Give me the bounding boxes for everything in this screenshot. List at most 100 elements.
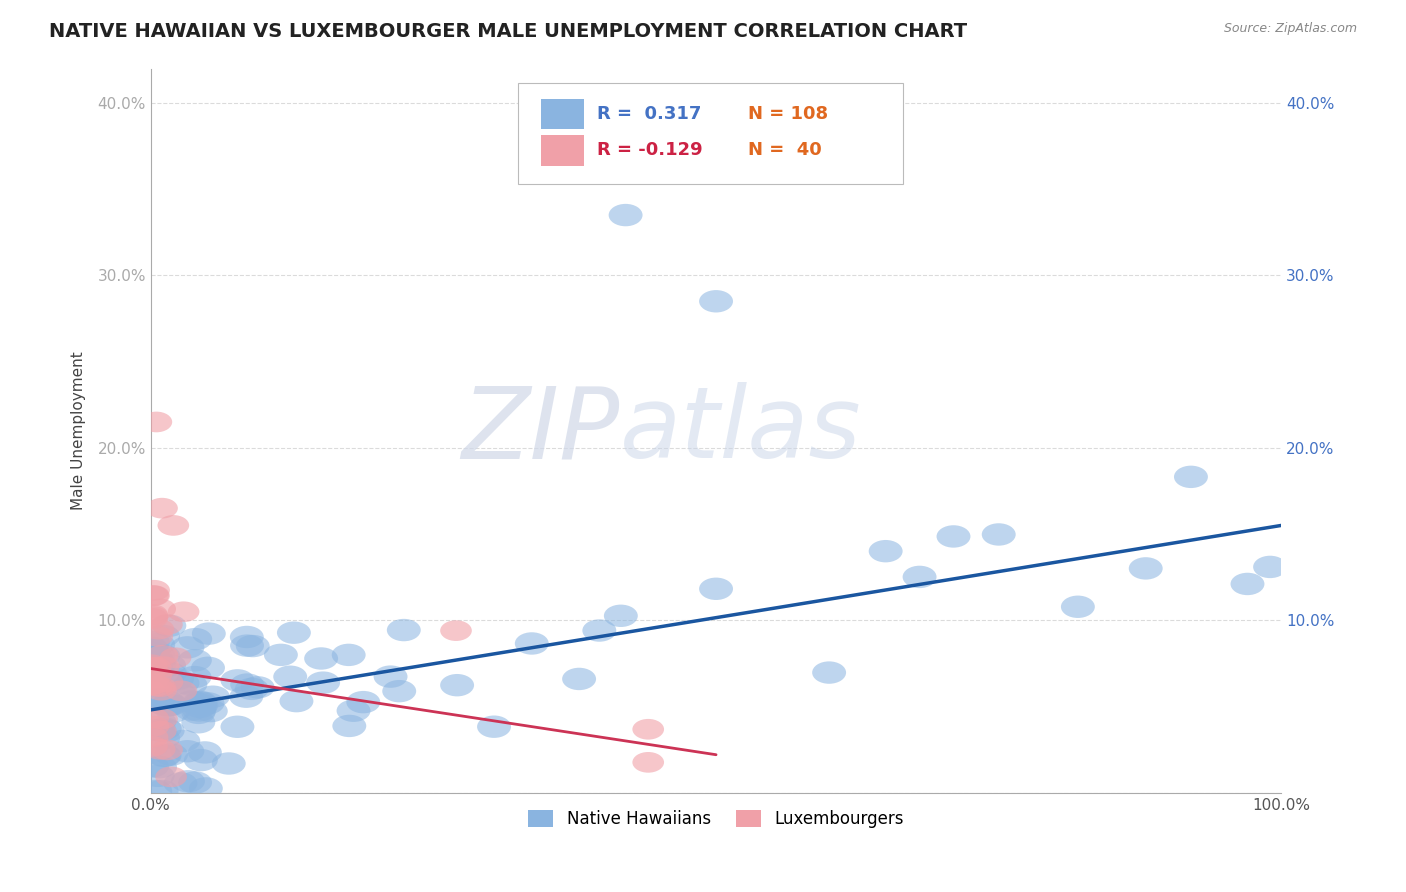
Ellipse shape: [136, 727, 169, 747]
Ellipse shape: [440, 620, 472, 641]
Ellipse shape: [221, 669, 254, 691]
Ellipse shape: [172, 770, 205, 792]
Ellipse shape: [152, 654, 186, 676]
Ellipse shape: [145, 780, 179, 802]
Ellipse shape: [231, 634, 264, 657]
Ellipse shape: [179, 772, 212, 794]
Ellipse shape: [236, 635, 270, 657]
Ellipse shape: [188, 741, 222, 764]
Ellipse shape: [143, 739, 176, 760]
Ellipse shape: [181, 711, 215, 733]
Ellipse shape: [307, 672, 340, 694]
Ellipse shape: [699, 290, 733, 312]
Ellipse shape: [387, 619, 420, 641]
Ellipse shape: [152, 672, 183, 692]
Ellipse shape: [150, 694, 184, 716]
Ellipse shape: [145, 599, 176, 619]
Ellipse shape: [146, 708, 177, 730]
Ellipse shape: [280, 690, 314, 713]
Ellipse shape: [191, 657, 225, 679]
Ellipse shape: [141, 633, 176, 656]
Text: atlas: atlas: [620, 382, 862, 479]
Ellipse shape: [183, 691, 217, 714]
Ellipse shape: [146, 624, 180, 648]
FancyBboxPatch shape: [519, 83, 903, 185]
Ellipse shape: [146, 498, 177, 518]
Ellipse shape: [183, 690, 217, 713]
Ellipse shape: [136, 652, 172, 674]
Ellipse shape: [346, 691, 380, 714]
Ellipse shape: [138, 673, 170, 694]
Ellipse shape: [188, 777, 222, 799]
Ellipse shape: [136, 657, 167, 678]
Ellipse shape: [582, 619, 616, 641]
Ellipse shape: [139, 659, 173, 681]
Ellipse shape: [170, 740, 204, 763]
Ellipse shape: [134, 637, 169, 659]
Ellipse shape: [869, 540, 903, 562]
Ellipse shape: [633, 752, 664, 772]
Ellipse shape: [148, 693, 181, 715]
FancyBboxPatch shape: [541, 136, 583, 166]
Ellipse shape: [148, 688, 181, 711]
Ellipse shape: [195, 685, 229, 708]
Ellipse shape: [152, 739, 183, 760]
Ellipse shape: [440, 674, 474, 697]
Ellipse shape: [477, 715, 510, 738]
Text: N = 108: N = 108: [748, 105, 828, 123]
Text: NATIVE HAWAIIAN VS LUXEMBOURGER MALE UNEMPLOYMENT CORRELATION CHART: NATIVE HAWAIIAN VS LUXEMBOURGER MALE UNE…: [49, 22, 967, 41]
Ellipse shape: [148, 657, 180, 677]
Ellipse shape: [156, 700, 190, 723]
Text: R = -0.129: R = -0.129: [598, 141, 703, 160]
Ellipse shape: [143, 756, 177, 779]
Text: R =  0.317: R = 0.317: [598, 105, 702, 123]
Ellipse shape: [160, 668, 194, 690]
FancyBboxPatch shape: [541, 99, 583, 129]
Ellipse shape: [136, 655, 167, 675]
Ellipse shape: [382, 680, 416, 702]
Ellipse shape: [813, 661, 846, 684]
Ellipse shape: [264, 644, 298, 666]
Ellipse shape: [152, 691, 186, 714]
Ellipse shape: [1174, 466, 1208, 488]
Ellipse shape: [153, 662, 187, 684]
Ellipse shape: [374, 665, 408, 688]
Ellipse shape: [277, 622, 311, 644]
Ellipse shape: [139, 644, 173, 667]
Ellipse shape: [194, 700, 228, 723]
Ellipse shape: [146, 727, 180, 749]
Ellipse shape: [160, 648, 191, 668]
Ellipse shape: [183, 696, 217, 718]
Ellipse shape: [138, 716, 169, 737]
Ellipse shape: [148, 745, 181, 767]
Ellipse shape: [146, 745, 180, 767]
Ellipse shape: [179, 628, 212, 650]
Ellipse shape: [609, 204, 643, 227]
Ellipse shape: [141, 764, 174, 787]
Ellipse shape: [142, 619, 174, 640]
Ellipse shape: [605, 605, 638, 627]
Ellipse shape: [141, 688, 174, 710]
Ellipse shape: [332, 644, 366, 666]
Ellipse shape: [273, 665, 307, 688]
Ellipse shape: [1129, 558, 1163, 580]
Ellipse shape: [155, 766, 187, 788]
Ellipse shape: [148, 717, 181, 739]
Ellipse shape: [136, 604, 167, 624]
Ellipse shape: [166, 681, 197, 701]
Ellipse shape: [304, 648, 337, 670]
Ellipse shape: [174, 690, 209, 713]
Ellipse shape: [1062, 596, 1095, 618]
Ellipse shape: [212, 752, 246, 775]
Ellipse shape: [981, 524, 1015, 546]
Ellipse shape: [146, 645, 180, 667]
Ellipse shape: [166, 730, 200, 752]
Ellipse shape: [152, 615, 187, 637]
Ellipse shape: [191, 623, 226, 645]
Ellipse shape: [562, 668, 596, 690]
Ellipse shape: [142, 626, 173, 647]
Ellipse shape: [1230, 573, 1264, 595]
Ellipse shape: [167, 601, 200, 622]
Ellipse shape: [221, 715, 254, 738]
Ellipse shape: [150, 720, 184, 742]
